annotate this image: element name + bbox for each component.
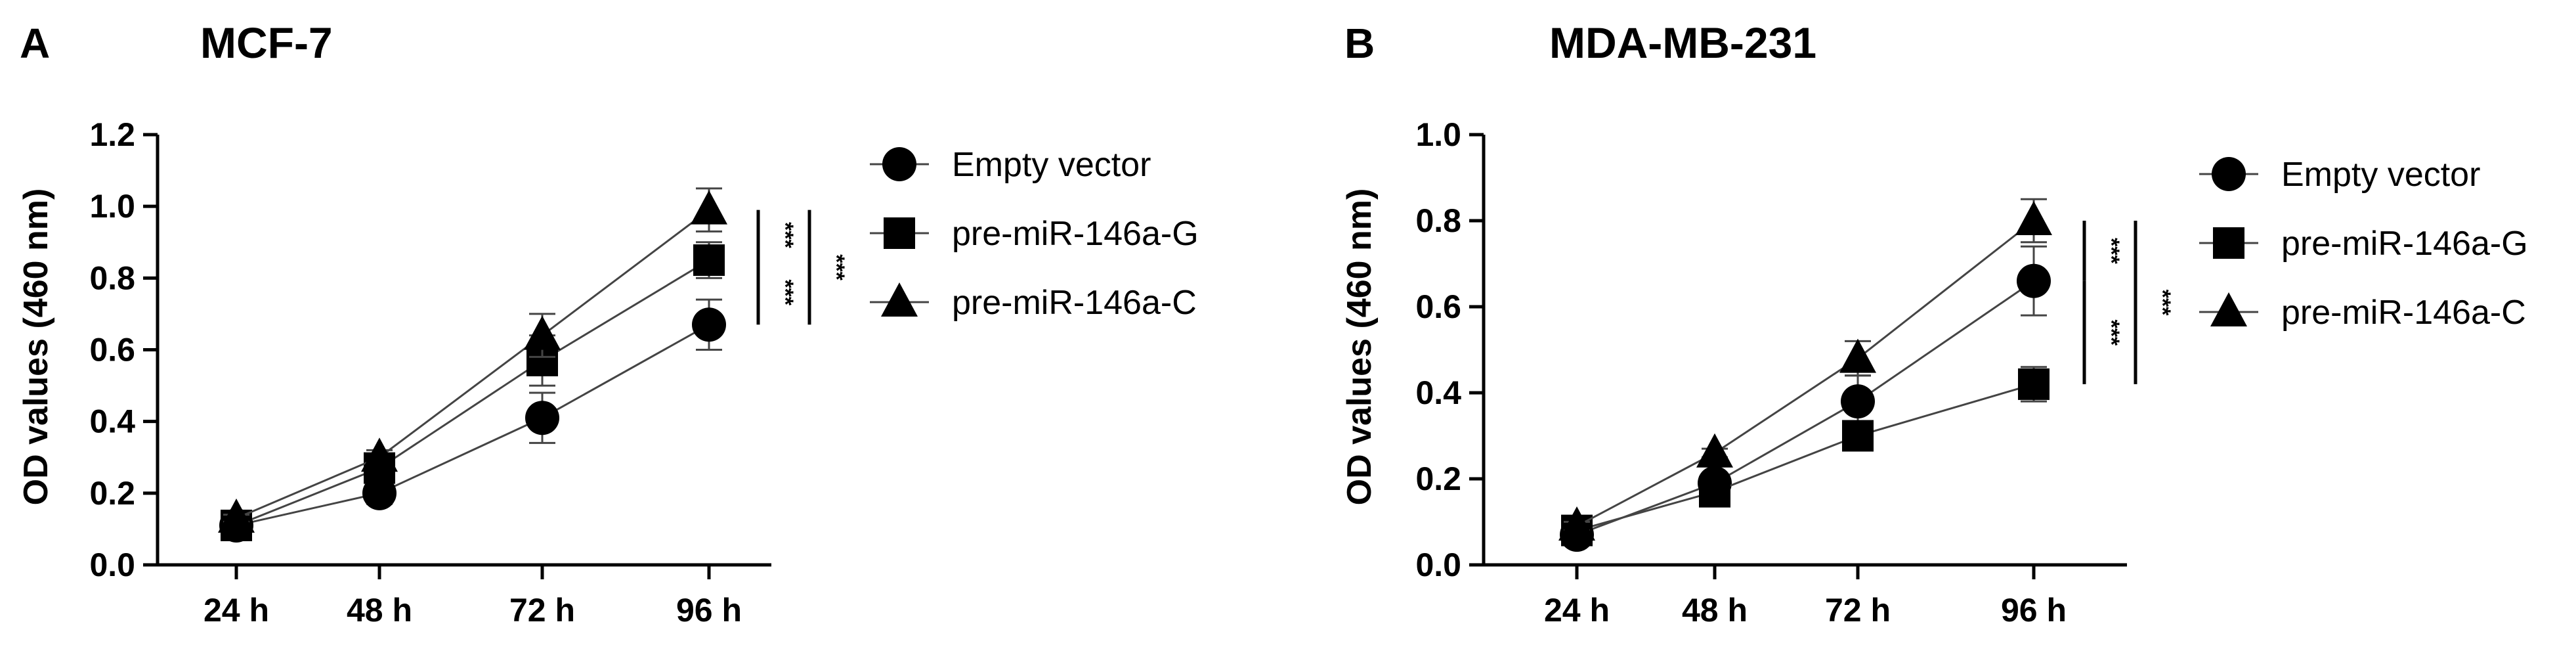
series-line — [1576, 383, 2034, 532]
x-tick-label: 24 h — [204, 592, 269, 629]
y-tick-label: 0.0 — [89, 546, 135, 583]
series-line — [1576, 280, 2034, 536]
series-line — [236, 323, 710, 527]
x-tick-label: 96 h — [676, 592, 742, 629]
series-triangle — [218, 187, 727, 533]
y-tick-label: 1.0 — [89, 188, 135, 225]
data-point — [2018, 368, 2050, 400]
y-tick-label: 0.4 — [89, 403, 135, 440]
legend-item: pre-miR-146a-C — [2199, 292, 2526, 332]
legend-marker — [2213, 227, 2244, 259]
legend-label: Empty vector — [952, 146, 1151, 184]
x-tick-label: 24 h — [1544, 592, 1610, 629]
panel-letter: A — [20, 20, 50, 67]
y-tick-label: 0.6 — [89, 332, 135, 368]
y-tick-label: 1.0 — [1415, 116, 1461, 153]
y-axis-label: OD values (460 nm) — [1341, 189, 1379, 506]
legend-item: pre-miR-146a-G — [2199, 225, 2528, 263]
significance-label: *** — [773, 279, 798, 305]
significance-bracket: *** — [2082, 221, 2124, 281]
legend-item: Empty vector — [870, 146, 1151, 184]
data-point — [692, 307, 726, 342]
legend-marker — [882, 147, 916, 181]
panel-a: A MCF-7 OD values (460 nm) 0.0 0.2 0.4 0.6 0… — [17, 18, 1199, 629]
legend-label: pre-miR-146a-C — [2281, 294, 2526, 332]
data-point — [2015, 201, 2052, 235]
series-line — [1576, 219, 2034, 527]
legend-label: pre-miR-146a-C — [952, 284, 1197, 322]
legend-marker — [2212, 157, 2246, 191]
panel-letter: B — [1344, 20, 1375, 67]
y-tick-label: 0.0 — [1415, 546, 1461, 583]
x-tick-label: 96 h — [2001, 592, 2067, 629]
significance-bracket: *** — [756, 210, 798, 261]
y-tick-label: 0.4 — [1415, 374, 1461, 411]
data-point — [1699, 476, 1730, 508]
series-line — [236, 209, 710, 520]
panel-b: B MDA-MB-231 OD values (460 nm) 0.0 0.2 0.… — [1341, 18, 2528, 629]
series-line — [236, 259, 710, 527]
data-point — [693, 244, 725, 277]
y-tick-label: 1.2 — [89, 116, 135, 153]
significance-label: *** — [2099, 238, 2124, 264]
legend-marker — [881, 282, 918, 317]
y-tick-label: 0.2 — [89, 475, 135, 512]
legend-item: Empty vector — [2199, 156, 2480, 194]
data-point — [1696, 433, 1733, 468]
y-tick-label: 0.6 — [1415, 288, 1461, 325]
legend-marker — [884, 217, 915, 249]
series-square — [221, 241, 725, 541]
data-point — [362, 476, 397, 510]
x-tick-label: 48 h — [1682, 592, 1748, 629]
significance-bracket: *** — [756, 260, 798, 325]
data-point — [218, 499, 255, 533]
data-point — [1558, 506, 1595, 541]
chart-title: MCF-7 — [200, 18, 333, 67]
significance-bracket: *** — [2134, 221, 2175, 384]
y-axis-label: OD values (460 nm) — [17, 189, 55, 506]
legend-item: pre-miR-146a-G — [870, 215, 1199, 253]
y-tick-label: 0.8 — [89, 259, 135, 296]
significance-label: *** — [824, 254, 849, 280]
data-point — [524, 315, 561, 350]
data-point — [525, 401, 559, 435]
significance-label: *** — [2150, 290, 2175, 316]
legend-marker — [2210, 292, 2247, 326]
x-tick-label: 48 h — [347, 592, 412, 629]
series-circle — [1560, 245, 2051, 552]
data-point — [1841, 384, 1875, 419]
legend-label: pre-miR-146a-G — [2281, 225, 2528, 263]
x-tick-label: 72 h — [509, 592, 575, 629]
data-point — [361, 437, 398, 472]
data-point — [691, 190, 727, 225]
series-triangle — [1558, 198, 2052, 541]
x-tick-label: 72 h — [1825, 592, 1891, 629]
significance-bracket: *** — [807, 210, 849, 325]
data-point — [2017, 263, 2051, 298]
significance-label: *** — [773, 222, 798, 248]
data-point — [1839, 338, 1876, 373]
legend-label: Empty vector — [2281, 156, 2480, 194]
legend-item: pre-miR-146a-C — [870, 282, 1197, 322]
y-tick-label: 0.8 — [1415, 202, 1461, 239]
y-tick-label: 0.2 — [1415, 460, 1461, 497]
significance-bracket: *** — [2082, 280, 2124, 384]
data-point — [1842, 420, 1874, 452]
significance-label: *** — [2099, 319, 2124, 345]
series-circle — [219, 298, 726, 543]
chart-title: MDA-MB-231 — [1549, 18, 1816, 67]
legend-label: pre-miR-146a-G — [952, 215, 1199, 253]
